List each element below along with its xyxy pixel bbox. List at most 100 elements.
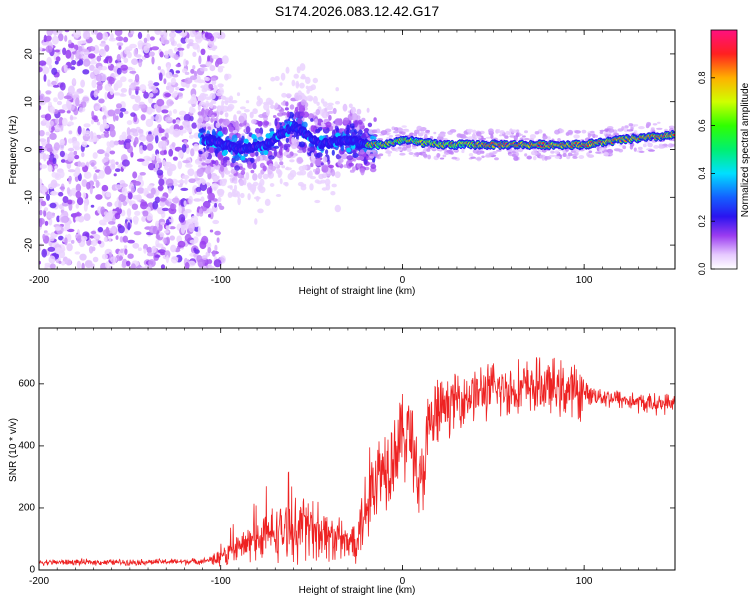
spectral-amplitude-mark [315, 109, 321, 116]
spectral-amplitude-mark [134, 73, 140, 83]
spectral-amplitude-mark [161, 109, 169, 114]
spectral-amplitude-mark [312, 95, 318, 104]
spectral-amplitude-mark [216, 89, 224, 94]
spectral-amplitude-mark [46, 56, 52, 66]
spectral-amplitude-mark [245, 126, 251, 134]
spectral-amplitude-mark [197, 103, 201, 111]
spectral-amplitude-mark [83, 30, 91, 40]
spectral-amplitude-mark [115, 115, 119, 121]
spectral-amplitude-mark [549, 154, 556, 158]
spectral-amplitude-mark [118, 200, 122, 209]
spectral-amplitude-mark [154, 162, 160, 169]
spectral-amplitude-mark [236, 191, 241, 199]
spectral-amplitude-mark [188, 223, 195, 233]
spectral-amplitude-mark [194, 31, 203, 40]
spectral-amplitude-mark [318, 135, 324, 141]
spectral-amplitude-mark [93, 91, 99, 98]
spectral-amplitude-mark [325, 121, 332, 128]
spectral-amplitude-mark [81, 152, 85, 158]
spectral-amplitude-mark [191, 93, 197, 101]
spectral-amplitude-mark [41, 248, 47, 258]
spectral-amplitude-mark [146, 246, 153, 254]
spectral-amplitude-mark [80, 48, 89, 52]
spectral-amplitude-mark [402, 129, 410, 133]
colorbar-tick-label: 0.6 [697, 119, 707, 132]
spectral-amplitude-mark [67, 156, 73, 162]
spectral-amplitude-mark [55, 118, 59, 124]
spectral-amplitude-mark [110, 225, 117, 234]
spectral-amplitude-mark [58, 204, 63, 210]
spectral-amplitude-mark [401, 125, 407, 128]
spectral-amplitude-mark [168, 110, 172, 117]
spectral-amplitude-mark [98, 66, 103, 71]
spectral-amplitude-mark [346, 147, 352, 153]
spectral-amplitude-mark [275, 194, 282, 197]
spectral-amplitude-mark [314, 118, 318, 126]
spectral-amplitude-mark [77, 125, 82, 135]
spectral-amplitude-mark [117, 139, 126, 145]
spectral-amplitude-mark [204, 67, 208, 72]
spectral-amplitude-mark [58, 249, 66, 259]
spectral-amplitude-mark [143, 248, 147, 254]
colorbar-tick-label: 0.4 [697, 167, 707, 180]
spectral-amplitude-mark [172, 197, 180, 204]
spectral-amplitude-mark [160, 221, 166, 226]
spectral-amplitude-marks [39, 30, 675, 269]
spectral-amplitude-mark [90, 204, 95, 208]
spectral-amplitude-mark [132, 131, 139, 137]
spectral-amplitude-mark [75, 216, 80, 222]
spectral-amplitude-mark [146, 157, 153, 162]
spectral-amplitude-mark [39, 105, 42, 111]
spectral-amplitude-mark [148, 264, 153, 269]
spectral-amplitude-mark [307, 85, 314, 92]
spectral-amplitude-mark [42, 66, 50, 75]
spectral-amplitude-mark [618, 148, 624, 153]
spectral-amplitude-mark [115, 161, 119, 165]
spectral-amplitude-mark [207, 126, 212, 131]
spectral-amplitude-mark [165, 199, 169, 206]
spectral-amplitude-mark [239, 106, 246, 110]
spectral-amplitude-mark [141, 160, 150, 167]
spectral-amplitude-mark [153, 82, 160, 87]
spectral-amplitude-mark [270, 104, 275, 110]
spectral-amplitude-mark [140, 114, 146, 121]
spectral-amplitude-mark [607, 132, 612, 135]
spectral-amplitude-mark [64, 30, 70, 33]
colorbar-label: Normalized spectral amplitude [740, 82, 750, 217]
spectral-amplitude-mark [39, 60, 47, 66]
spectral-amplitude-mark [446, 149, 453, 153]
spectral-amplitude-mark [533, 156, 537, 161]
spectral-amplitude-mark [43, 207, 49, 212]
spectral-amplitude-mark [209, 210, 214, 220]
spectral-amplitude-mark [618, 144, 624, 147]
spectral-amplitude-mark [300, 99, 307, 106]
spectral-amplitude-mark [373, 117, 377, 122]
spectral-amplitude-mark [183, 113, 191, 122]
spectral-amplitude-mark [59, 170, 65, 179]
spectral-amplitude-mark [160, 264, 166, 269]
spectral-amplitude-mark [63, 95, 72, 100]
spectral-amplitude-mark [295, 80, 300, 89]
spectral-amplitude-mark [638, 126, 645, 130]
spectral-amplitude-mark [137, 187, 145, 194]
spectral-amplitude-mark [106, 201, 113, 207]
spectral-amplitude-mark [518, 133, 523, 136]
spectral-amplitude-mark [210, 77, 217, 81]
spectral-amplitude-mark [105, 212, 113, 221]
spectral-amplitude-mark [209, 65, 216, 72]
spectral-amplitude-mark [103, 58, 108, 64]
spectral-amplitude-mark [170, 244, 177, 253]
spectral-amplitude-mark [133, 231, 142, 236]
spectral-amplitude-mark [93, 44, 100, 54]
spectral-amplitude-mark [57, 33, 64, 42]
spectral-amplitude-mark [268, 163, 274, 170]
spectral-amplitude-mark [105, 261, 110, 269]
spectral-amplitude-mark [146, 106, 153, 115]
spectral-amplitude-mark [178, 110, 187, 116]
spectral-amplitude-mark [416, 125, 423, 131]
spectral-amplitude-mark [291, 136, 295, 144]
spectral-amplitude-mark [325, 149, 329, 155]
spectral-amplitude-mark [166, 99, 174, 107]
spectral-amplitude-mark [127, 192, 133, 200]
